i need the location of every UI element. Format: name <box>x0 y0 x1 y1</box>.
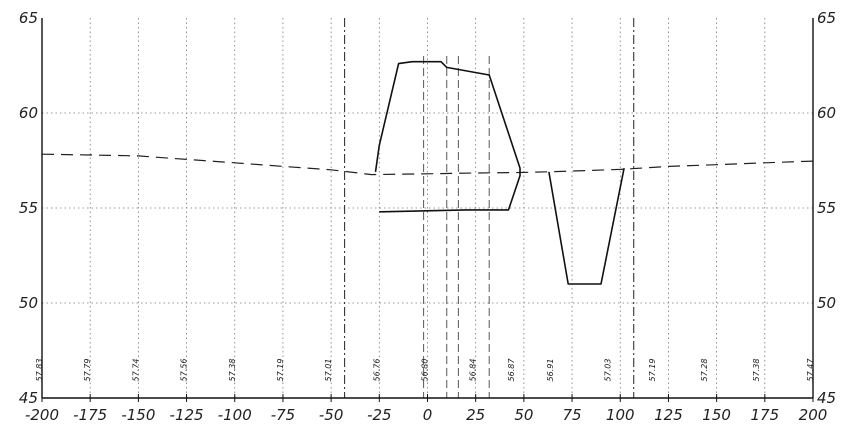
ground-elevation-label: 56.91 <box>546 359 555 382</box>
ground-elevation-label: 57.01 <box>324 359 333 382</box>
x-axis-ticks: -200 -175 -150 -125 -100 -75 -50 -25 0 25 50 75 100 1… <box>25 406 827 424</box>
y-tick-label-right: 60 <box>817 104 836 122</box>
y-axis-left-ticks: 65 60 55 50 45 <box>19 9 38 407</box>
section-outline-series-1 <box>374 60 521 213</box>
ground-elevation-label: 56.84 <box>469 359 478 382</box>
x-tick-label: -100 <box>218 406 252 424</box>
x-tick-label: 175 <box>750 406 779 424</box>
y-tick-label-left: 50 <box>19 294 38 312</box>
x-tick-label: -200 <box>25 406 59 424</box>
chart-frame <box>41 18 814 402</box>
y-tick-label-right: 65 <box>817 9 836 27</box>
ground-elevation-label: 56.87 <box>507 358 516 382</box>
ground-elevation-label: 57.38 <box>228 359 237 382</box>
ground-elevation-label: 57.47 <box>806 358 815 382</box>
x-tick-label: -75 <box>271 406 296 424</box>
x-tick-label: -150 <box>121 406 155 424</box>
x-tick-label: 25 <box>466 406 485 424</box>
reference-lines <box>344 18 635 398</box>
y-tick-label-left: 55 <box>19 199 38 217</box>
y-tick-label-left: 60 <box>19 104 38 122</box>
section-outline-series-2 <box>548 167 625 285</box>
ground-elevation-label: 57.19 <box>648 359 657 382</box>
y-tick-label-right: 45 <box>817 389 836 407</box>
y-tick-label-left: 45 <box>19 389 38 407</box>
x-tick-label: -25 <box>367 406 392 424</box>
ground-elevation-label: 57.28 <box>700 359 709 382</box>
x-tick-label: -50 <box>319 406 344 424</box>
x-tick-label: 100 <box>606 406 635 424</box>
x-tick-label: -175 <box>73 406 107 424</box>
ground-elevation-label: 57.19 <box>276 359 285 382</box>
ground-elevation-labels: 57.83 57.79 57.74 57.56 57.38 57.19 57.01 56.76… <box>35 358 815 382</box>
x-tick-label: 75 <box>563 406 582 424</box>
x-tick-label: 200 <box>799 406 828 424</box>
x-tick-label: 125 <box>654 406 683 424</box>
y-tick-label-left: 65 <box>19 9 38 27</box>
ground-elevation-label: 57.56 <box>180 359 189 382</box>
x-tick-label: 50 <box>514 406 533 424</box>
ground-line-series <box>41 153 814 176</box>
x-tick-label: 0 <box>423 406 433 424</box>
ground-elevation-label: 57.38 <box>752 359 761 382</box>
gridlines <box>42 18 813 398</box>
ground-elevation-label: 57.74 <box>131 359 140 382</box>
profile-lines <box>41 60 814 285</box>
ground-elevation-label: 56.76 <box>372 359 381 382</box>
y-tick-label-right: 55 <box>817 199 836 217</box>
ground-elevation-label: 57.03 <box>604 359 613 382</box>
y-tick-label-right: 50 <box>817 294 836 312</box>
y-axis-right-ticks: 65 60 55 50 45 <box>817 9 836 407</box>
x-tick-label: 150 <box>702 406 731 424</box>
x-tick-label: -125 <box>170 406 204 424</box>
ground-elevation-label: 56.80 <box>421 359 430 382</box>
ground-elevation-label: 57.83 <box>35 359 44 382</box>
ground-elevation-label: 57.79 <box>83 359 92 382</box>
